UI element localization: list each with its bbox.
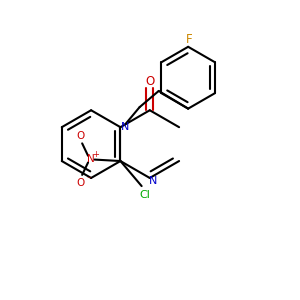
- Text: O: O: [77, 131, 85, 141]
- Text: ⁻: ⁻: [87, 176, 91, 184]
- Text: F: F: [186, 33, 192, 46]
- Text: Cl: Cl: [139, 190, 150, 200]
- Text: N: N: [87, 154, 94, 164]
- Text: O: O: [76, 178, 85, 188]
- Text: O: O: [145, 75, 154, 88]
- Text: +: +: [93, 150, 99, 159]
- Text: N: N: [121, 122, 129, 132]
- Text: N: N: [149, 176, 158, 186]
